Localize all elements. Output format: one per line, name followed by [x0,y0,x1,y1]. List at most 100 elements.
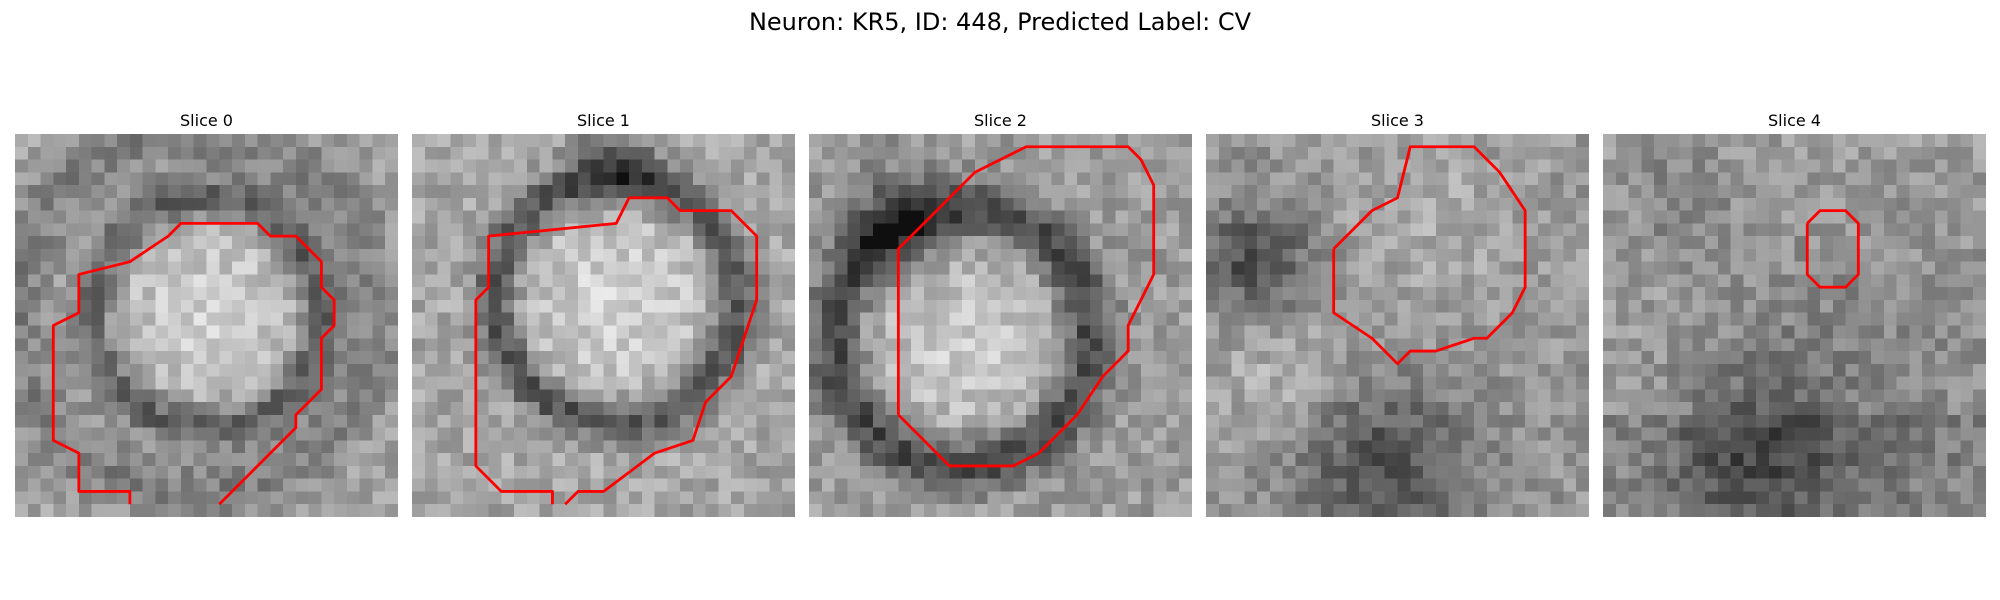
image-pixel [450,236,464,250]
image-pixel [705,478,719,492]
image-pixel [1038,427,1052,441]
image-pixel [1308,351,1322,365]
image-pixel [1102,338,1116,352]
image-pixel [1038,402,1052,416]
image-pixel [1768,389,1782,403]
image-pixel [1512,172,1526,186]
image-pixel [1346,427,1360,441]
image-pixel [1013,223,1027,237]
image-pixel [1934,414,1948,428]
image-pixel [1435,287,1449,301]
image-pixel [1102,312,1116,326]
image-pixel [1717,172,1731,186]
image-pixel [1397,274,1411,288]
image-pixel [232,312,246,326]
image-pixel [590,465,604,479]
image-pixel [1666,440,1680,454]
image-pixel [257,299,271,313]
image-pixel [1960,402,1974,416]
image-pixel [1206,427,1220,441]
image-pixel [1576,159,1589,173]
image-pixel [1794,274,1808,288]
image-pixel [1705,172,1719,186]
image-pixel [346,325,360,339]
image-pixel [809,338,823,352]
image-pixel [1333,351,1347,365]
image-pixel [1461,363,1475,377]
image-pixel [1922,504,1936,517]
image-pixel [1333,491,1347,505]
image-pixel [1499,440,1513,454]
image-pixel [872,210,886,224]
image-pixel [782,325,795,339]
image-pixel [1410,491,1424,505]
image-pixel [244,491,258,505]
image-pixel [1384,134,1398,148]
image-pixel [526,172,540,186]
image-pixel [168,351,182,365]
image-pixel [244,172,258,186]
image-pixel [731,491,745,505]
image-pixel [40,236,54,250]
image-pixel [129,389,143,403]
image-pixel [923,402,937,416]
image-pixel [1244,414,1258,428]
image-pixel [1973,134,1986,148]
image-pixel [949,146,963,160]
image-pixel [1153,453,1167,467]
image-pixel [718,172,732,186]
image-pixel [539,453,553,467]
image-pixel [53,478,67,492]
image-pixel [1717,287,1731,301]
image-pixel [577,504,591,517]
image-pixel [782,504,795,517]
image-pixel [1474,299,1488,313]
image-pixel [1000,172,1014,186]
image-pixel [769,402,783,416]
image-pixel [1871,478,1885,492]
image-pixel [1013,427,1027,441]
image-pixel [641,223,655,237]
image-pixel [1371,236,1385,250]
image-pixel [987,172,1001,186]
image-pixel [359,185,373,199]
image-pixel [667,389,681,403]
image-pixel [1947,236,1961,250]
image-pixel [1359,363,1373,377]
image-pixel [769,465,783,479]
image-pixel [244,453,258,467]
image-pixel [821,376,835,390]
image-pixel [1550,491,1564,505]
image-pixel [885,248,899,262]
image-pixel [142,159,156,173]
image-pixel [1333,274,1347,288]
image-pixel [1641,197,1655,211]
image-pixel [1269,414,1283,428]
image-pixel [1308,363,1322,377]
image-pixel [1320,134,1334,148]
image-pixel [412,248,426,262]
image-pixel [654,299,668,313]
image-pixel [1166,465,1180,479]
image-pixel [1140,236,1154,250]
image-pixel [1756,376,1770,390]
image-pixel [705,491,719,505]
image-pixel [1051,223,1065,237]
image-pixel [898,453,912,467]
image-pixel [1537,414,1551,428]
image-pixel [667,287,681,301]
image-pixel [1166,223,1180,237]
image-pixel [488,338,502,352]
image-pixel [1960,197,1974,211]
image-pixel [27,402,41,416]
image-pixel [1603,491,1617,505]
image-pixel [641,504,655,517]
image-pixel [40,299,54,313]
image-pixel [1794,261,1808,275]
image-pixel [40,274,54,288]
image-pixel [129,197,143,211]
image-pixel [232,134,246,148]
image-pixel [1089,134,1103,148]
image-pixel [1537,453,1551,467]
image-pixel [1705,261,1719,275]
